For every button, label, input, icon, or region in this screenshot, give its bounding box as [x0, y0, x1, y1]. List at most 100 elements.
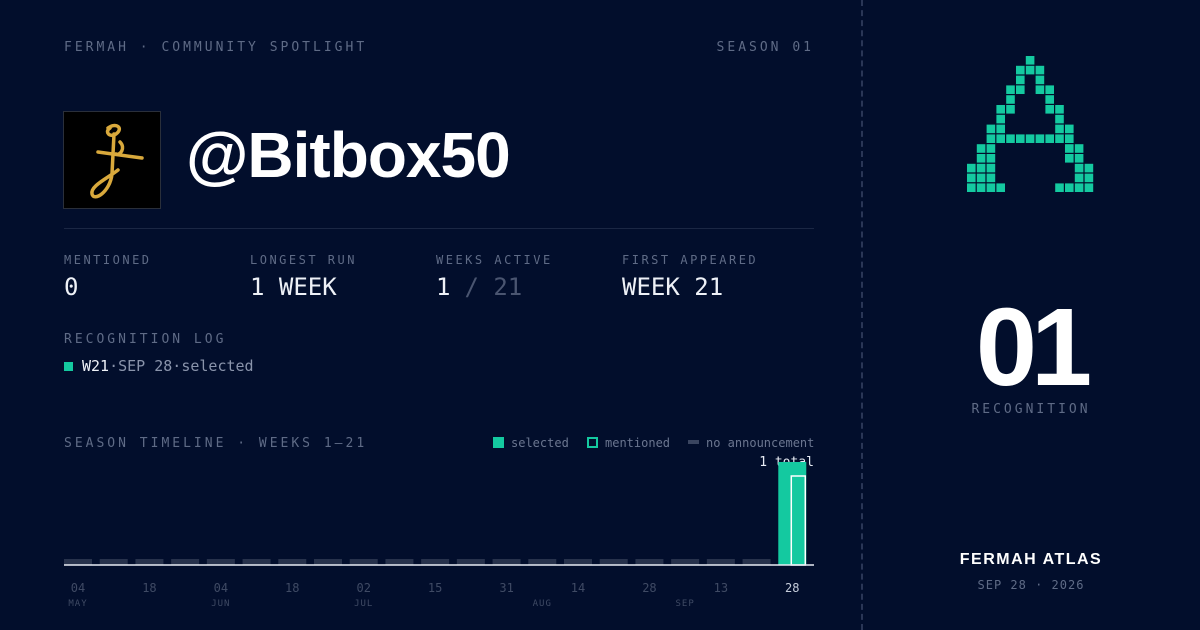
timeline: SEASON TIMELINE · WEEKS 1–21 selected ment…	[64, 436, 814, 609]
stat-value: 0	[64, 273, 78, 301]
bar	[421, 559, 450, 565]
bar	[314, 559, 342, 565]
pixel	[1006, 85, 1015, 94]
x-tick-label: 04	[214, 581, 228, 595]
avatar	[63, 111, 161, 209]
log-detail: ·SEP 28·selected	[109, 357, 254, 375]
pixel	[1045, 95, 1054, 104]
x-tick-label: 18	[285, 581, 299, 595]
pixel	[976, 183, 986, 192]
pixel	[996, 183, 1005, 192]
legend-label: no announcement	[706, 436, 814, 450]
bar	[385, 559, 414, 565]
x-tick-label: 14	[571, 581, 585, 595]
stat-value: WEEK 21	[622, 273, 723, 301]
x-tick-label: 04	[71, 581, 85, 595]
bar	[706, 559, 735, 565]
legend-label: selected	[511, 436, 569, 450]
pixel	[1065, 154, 1074, 163]
bar	[99, 559, 128, 565]
pixel	[1025, 134, 1035, 143]
separator	[861, 0, 863, 630]
month-label: JUL	[354, 599, 373, 609]
x-tick-label: 18	[142, 581, 156, 595]
divider	[64, 228, 814, 229]
pixel	[986, 134, 996, 143]
pixel	[967, 163, 976, 173]
legend-swatch	[587, 437, 598, 448]
pixel	[1035, 134, 1045, 143]
log-title: RECOGNITION LOG	[64, 332, 227, 347]
x-tick-label: 31	[499, 581, 513, 595]
log-week: W21	[82, 357, 110, 375]
bar	[492, 559, 521, 565]
avatar-glyph	[90, 123, 144, 199]
atlas-date: SEP 28 · 2026	[977, 578, 1085, 592]
pixel	[1035, 75, 1045, 85]
month-label: MAY	[68, 599, 87, 609]
recognition-count: 01	[975, 286, 1092, 409]
bar	[456, 559, 485, 565]
atlas-brand: FERMAH ATLAS	[959, 551, 1103, 568]
pixel	[1074, 154, 1084, 163]
pixel	[1074, 163, 1084, 173]
pixel	[1084, 183, 1094, 192]
pixel	[1016, 134, 1025, 143]
pixel	[1055, 105, 1064, 114]
bar	[564, 559, 592, 565]
pixel	[1084, 173, 1094, 183]
pixel	[1055, 183, 1064, 192]
pixel	[1045, 85, 1054, 94]
stat-number: 0	[64, 273, 79, 301]
pixel	[1035, 85, 1045, 94]
bar	[171, 559, 200, 565]
pixel	[1055, 114, 1064, 124]
pixel	[1084, 163, 1094, 173]
stat-label: FIRST APPEARED	[622, 253, 759, 267]
pixel	[1035, 65, 1045, 75]
stat-total: / 21	[464, 273, 523, 301]
pixel	[976, 154, 986, 163]
pixel	[1055, 134, 1064, 143]
pixel	[996, 114, 1005, 124]
pixel	[967, 173, 976, 183]
brand: FERMAH · COMMUNITY SPOTLIGHT	[64, 40, 368, 55]
pixel	[1016, 75, 1025, 85]
stat-label: WEEKS ACTIVE	[436, 253, 553, 267]
pixel	[1074, 173, 1084, 183]
pixel	[1055, 124, 1064, 134]
stat-number: WEEK 21	[622, 273, 724, 301]
bar	[671, 559, 700, 565]
legend-swatch	[688, 440, 699, 444]
pixel	[1065, 144, 1074, 153]
pixel	[1065, 134, 1074, 143]
pixel	[1065, 183, 1074, 192]
pixel	[1074, 183, 1084, 192]
pixel	[1016, 65, 1025, 75]
recognition-label: RECOGNITION	[971, 402, 1091, 417]
x-tick-label: 13	[714, 581, 728, 595]
bar	[599, 559, 628, 565]
pixel	[967, 183, 976, 192]
legend-label: mentioned	[605, 436, 670, 450]
pixel	[986, 173, 996, 183]
month-label: JUN	[211, 599, 230, 609]
pixel	[1025, 56, 1035, 65]
handle: @Bitbox50	[186, 119, 511, 191]
x-tick-label: 28	[785, 581, 799, 595]
stat-number: 1	[436, 273, 451, 301]
pixel	[976, 144, 986, 153]
x-tick-label: 02	[356, 581, 370, 595]
pixel	[986, 124, 996, 134]
chart-title: SEASON TIMELINE · WEEKS 1–21	[64, 436, 367, 451]
legend-swatch	[493, 437, 504, 448]
bar	[278, 559, 307, 565]
log-entry: W21·SEP 28·selected	[82, 357, 254, 375]
x-tick-label: 28	[642, 581, 656, 595]
pixel	[976, 173, 986, 183]
bar	[528, 559, 557, 565]
pixel	[1025, 65, 1035, 75]
season: SEASON 01	[716, 40, 814, 55]
pixel	[1006, 105, 1015, 114]
